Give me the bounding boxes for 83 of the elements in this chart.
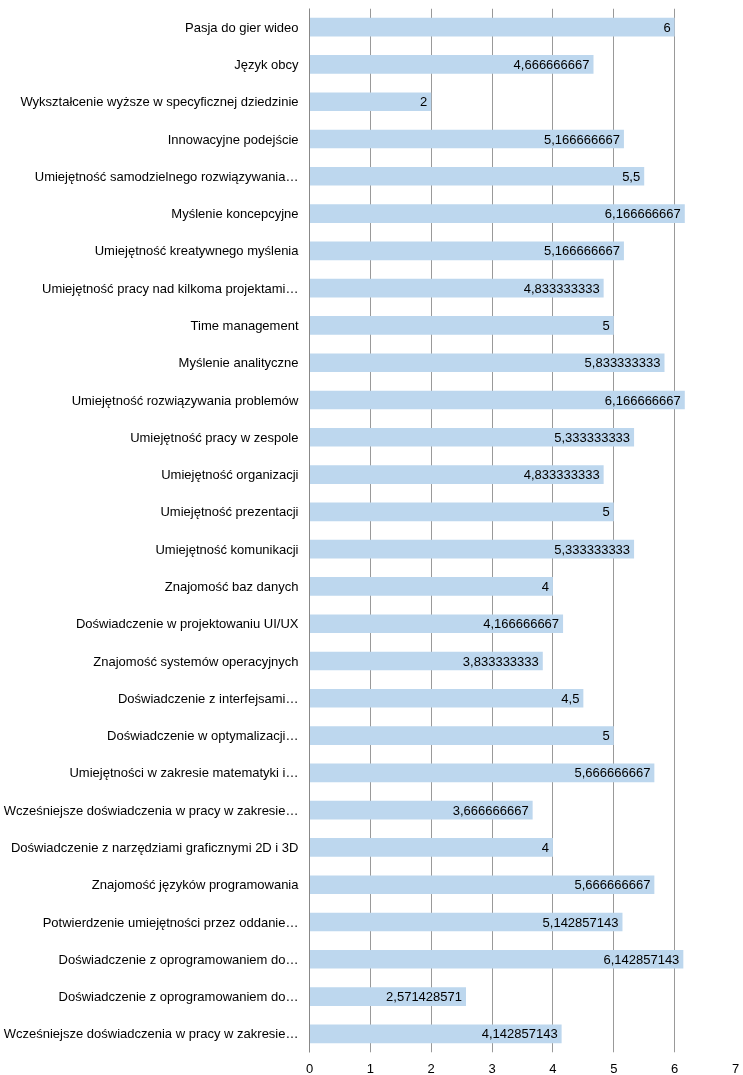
y-tick-label: Znajomość języków programowania [91, 877, 300, 893]
x-tick-label: 1 [366, 1060, 374, 1075]
bar [309, 726, 614, 745]
bar [309, 204, 685, 223]
x-tick-label: 7 [731, 1060, 740, 1075]
bar [309, 55, 594, 74]
y-tick-label: Wykształcenie wyższe w specyficznej dziedzinie [20, 94, 299, 110]
y-tick-label: Umiejętność kreatywnego myślenia [94, 243, 300, 259]
data-label: 6,166666667 [604, 206, 681, 222]
y-tick-label: Innowacyjne podejście [167, 131, 299, 147]
bar [309, 166, 645, 186]
data-label: 4,833333333 [523, 280, 600, 296]
data-label: 4 [541, 578, 549, 594]
data-label: 2 [419, 94, 428, 110]
y-tick-label: Umiejętność prezentacji [160, 504, 299, 520]
y-tick-label: Time management [190, 317, 299, 333]
data-label: 5 [602, 728, 610, 744]
y-tick-label: Znajomość systemów operacyjnych [93, 653, 299, 669]
data-label: 5 [602, 317, 610, 333]
bar [309, 688, 584, 708]
x-tick-label: 2 [427, 1060, 435, 1075]
y-tick-label: Myślenie analityczne [178, 355, 299, 371]
data-label: 6,166666667 [604, 392, 681, 408]
y-tick-label: Doświadczenie z oprogramowaniem do… [58, 951, 299, 967]
bar [309, 614, 564, 634]
y-tick-label: Wcześniejsze doświadczenia w pracy w zakresie… [3, 1026, 299, 1042]
data-label: 6,142857143 [603, 951, 680, 967]
y-tick-label: Doświadczenie z narzędziami graficznymi 2D i 3D [10, 839, 299, 855]
x-tick-label: 3 [488, 1060, 496, 1075]
bar [309, 316, 614, 335]
y-tick-label: Potwierdzenie umiejętności przez oddanie… [42, 914, 299, 930]
data-label: 5,333333333 [554, 541, 631, 557]
data-label: 5,166666667 [544, 131, 620, 147]
y-tick-label: Znajomość baz danych [164, 578, 299, 594]
bar [309, 353, 665, 373]
data-label: 2,571428571 [386, 989, 462, 1005]
bar [309, 949, 684, 969]
y-tick-label: Umiejętność rozwiązywania problemów [71, 392, 300, 408]
data-label: 4 [541, 839, 549, 855]
y-tick-label: Umiejętność komunikacji [155, 541, 299, 557]
bar [309, 838, 553, 857]
bar [309, 502, 614, 522]
y-tick-label: Umiejętność samodzielnego rozwiązywania… [34, 168, 299, 184]
data-label: 4,666666667 [513, 56, 590, 72]
data-label: 4,166666667 [483, 616, 560, 632]
x-tick-label: 5 [610, 1060, 618, 1075]
bar [309, 875, 655, 895]
data-label: 5,166666667 [544, 243, 620, 259]
y-tick-label: Pasja do gier wideo [185, 19, 299, 35]
data-label: 5,833333333 [584, 355, 661, 371]
y-tick-label: Myślenie koncepcyjne [171, 206, 299, 222]
data-label: 5,666666667 [574, 877, 651, 893]
y-tick-label: Doświadczenie z oprogramowaniem do… [58, 989, 299, 1005]
bar [309, 390, 685, 410]
data-label: 5 [602, 504, 610, 520]
y-tick-label: Umiejętność pracy w zespole [130, 429, 299, 445]
bar [309, 427, 635, 447]
y-tick-label: Umiejętności w zakresie matematyki i… [69, 765, 299, 781]
data-label: 5,333333333 [554, 429, 631, 445]
bar [309, 577, 553, 596]
x-tick-label: 6 [671, 1060, 679, 1075]
data-label: 5,142857143 [542, 914, 619, 930]
bar [309, 465, 604, 484]
data-label: 4,833333333 [523, 467, 600, 483]
data-label: 5,666666667 [574, 765, 651, 781]
y-tick-label: Język obcy [234, 56, 299, 72]
y-tick-label: Umiejętność organizacji [161, 467, 299, 483]
y-tick-label: Doświadczenie w optymalizacji… [107, 728, 299, 744]
x-tick-label: 0 [305, 1060, 314, 1075]
y-tick-label: Wcześniejsze doświadczenia w pracy w zakresie… [3, 802, 299, 818]
y-tick-label: Doświadczenie z interfejsami… [117, 690, 299, 706]
data-label: 4,5 [561, 690, 580, 706]
data-label: 5,5 [622, 168, 641, 184]
data-label: 6 [663, 19, 671, 35]
x-tick-label: 4 [549, 1060, 557, 1075]
bar [309, 17, 675, 37]
data-label: 3,833333333 [462, 653, 539, 669]
y-tick-label: Umiejętność pracy nad kilkoma projektami… [42, 280, 299, 296]
bar [309, 912, 623, 932]
data-label: 4,142857143 [481, 1026, 558, 1042]
bar [309, 92, 432, 112]
data-label: 3,666666667 [452, 802, 529, 818]
y-tick-label: Doświadczenie w projektowaniu UI/UX [75, 616, 299, 632]
